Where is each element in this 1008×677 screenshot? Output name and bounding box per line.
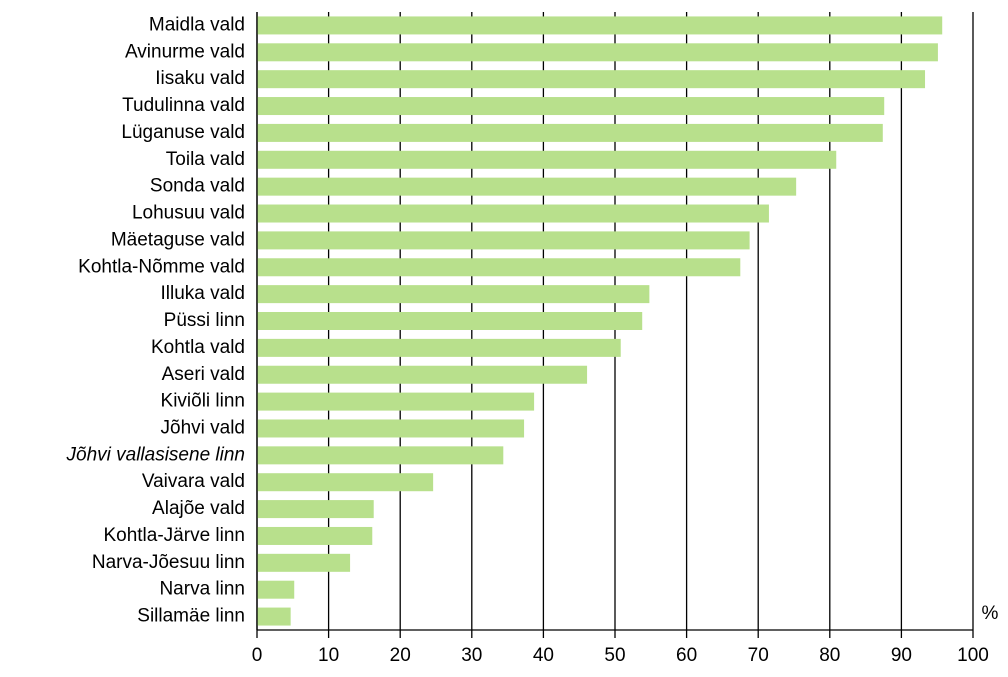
bar — [257, 473, 434, 492]
x-tick-label: 70 — [748, 645, 769, 666]
x-tick-label: 10 — [318, 645, 339, 666]
bar — [257, 177, 797, 196]
bar — [257, 553, 351, 572]
bar — [257, 97, 885, 116]
bar — [257, 312, 643, 330]
bar — [257, 419, 525, 438]
bar — [257, 607, 291, 626]
y-tick-label: Toila vald — [166, 149, 245, 170]
x-tick-label: 0 — [252, 645, 263, 666]
y-tick-label: Sillamäe linn — [137, 606, 245, 627]
bar — [257, 500, 374, 519]
x-tick-label: 90 — [891, 645, 912, 666]
x-tick-label: 60 — [676, 645, 697, 666]
y-tick-label: Maidla vald — [149, 14, 245, 35]
x-tick-label: 40 — [533, 645, 554, 666]
y-tick-label: Narva-Jõesuu linn — [92, 552, 245, 573]
y-tick-label: Püssi linn — [164, 310, 245, 331]
y-tick-label: Kohtla-Järve linn — [103, 525, 245, 546]
bar — [257, 338, 621, 357]
bar — [257, 526, 373, 545]
bar — [257, 204, 769, 223]
y-tick-label: Kohtla vald — [151, 337, 245, 358]
y-tick-label: Illuka vald — [161, 283, 246, 304]
y-tick-label: Iisaku vald — [155, 68, 245, 89]
y-tick-label: Avinurme vald — [125, 41, 245, 62]
bar — [257, 43, 938, 62]
y-tick-label: Lohusuu vald — [132, 203, 245, 224]
bar — [257, 392, 535, 411]
y-tick-label: Mäetaguse vald — [111, 229, 245, 250]
y-tick-label: Kiviõli linn — [161, 391, 245, 412]
bar — [257, 70, 926, 89]
bar — [257, 285, 650, 304]
bar — [257, 150, 837, 169]
x-tick-label: 30 — [461, 645, 482, 666]
x-tick-label: 20 — [390, 645, 411, 666]
bar — [257, 446, 504, 465]
x-tick-label: 80 — [819, 645, 840, 666]
bar — [257, 580, 295, 599]
y-tick-label: Vaivara vald — [142, 471, 245, 492]
y-tick-label: Sonda vald — [150, 176, 245, 197]
y-tick-label: Lüganuse vald — [121, 122, 245, 143]
y-tick-label: Jõhvi vallasisene linn — [66, 444, 246, 465]
y-tick-label: Jõhvi vald — [161, 417, 246, 438]
y-tick-label: Kohtla-Nõmme vald — [78, 256, 245, 277]
bar — [257, 123, 883, 142]
x-axis-label: % — [982, 603, 999, 624]
bar — [257, 231, 750, 250]
y-tick-label: Narva linn — [159, 579, 245, 600]
y-tick-label: Aseri vald — [162, 364, 245, 385]
x-tick-label: 50 — [604, 645, 625, 666]
bar — [257, 258, 741, 277]
y-tick-label: Tudulinna vald — [122, 95, 245, 116]
x-tick-label: 100 — [957, 645, 989, 666]
y-tick-label: Alajõe vald — [152, 498, 245, 519]
bar — [257, 365, 588, 384]
bar — [257, 16, 943, 35]
